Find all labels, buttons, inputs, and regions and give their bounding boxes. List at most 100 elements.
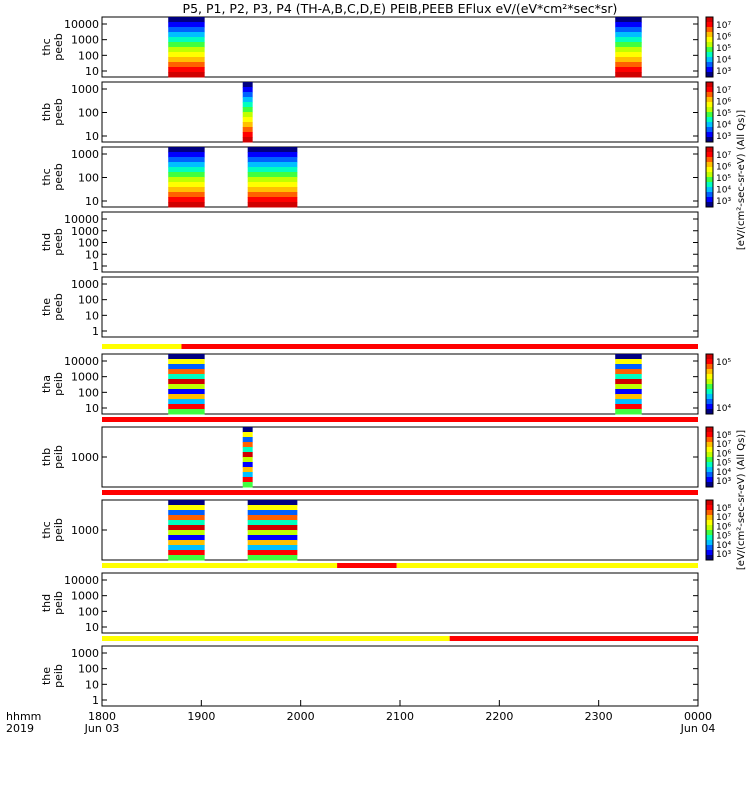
colorbar-cell bbox=[706, 157, 713, 163]
colorbar-tick-label: 10⁴ bbox=[716, 468, 731, 478]
y-tick-label: 100 bbox=[78, 172, 99, 185]
colorbar-cell bbox=[706, 500, 713, 506]
colorbar-frame bbox=[705, 353, 714, 415]
y-tick-label: 100 bbox=[78, 49, 99, 62]
spectrogram-cell bbox=[242, 137, 253, 143]
colorbar-cell bbox=[706, 72, 713, 78]
y-axis-probe-label: thd bbox=[40, 594, 53, 612]
colorbar-cell bbox=[706, 137, 713, 143]
colorbar-tick-label: 10⁶ bbox=[716, 33, 731, 43]
y-axis-species-label: peib bbox=[52, 664, 65, 688]
panel-frame bbox=[101, 211, 699, 273]
colorbar-cell bbox=[706, 457, 713, 463]
colorbar-frame bbox=[705, 16, 714, 78]
colorbar-cell bbox=[706, 437, 713, 443]
x-tick-date-label: Jun 04 bbox=[680, 722, 716, 735]
spectrogram-cell bbox=[242, 447, 253, 453]
spectrogram-cell bbox=[615, 32, 642, 38]
y-tick-label: 10000 bbox=[64, 574, 99, 587]
y-tick-label: 10 bbox=[85, 402, 99, 415]
colorbar-cell bbox=[706, 162, 713, 168]
x-axis-row-label: 2019 bbox=[6, 722, 34, 735]
colorbar-tick-label: 10⁷ bbox=[716, 513, 731, 523]
colorbar-tick-label: 10⁷ bbox=[716, 21, 731, 31]
spectrogram-cell bbox=[615, 404, 642, 410]
colorbar-cell bbox=[706, 197, 713, 203]
y-axis-species-label: peib bbox=[52, 518, 65, 542]
colorbar-cell bbox=[706, 555, 713, 561]
colorbar-cell bbox=[706, 447, 713, 453]
colorbar-cell bbox=[706, 399, 713, 405]
y-tick-label: 1000 bbox=[71, 451, 99, 464]
colorbar-cell bbox=[706, 112, 713, 118]
x-tick-label: 1900 bbox=[187, 710, 215, 723]
spectrogram-cell bbox=[242, 472, 253, 478]
spectrogram-cell bbox=[247, 535, 298, 541]
spectrogram-cell bbox=[242, 467, 253, 473]
spectrogram-cell bbox=[168, 202, 205, 208]
y-tick-label: 1000 bbox=[71, 278, 99, 291]
colorbar-cell bbox=[706, 510, 713, 516]
colorbar-cell bbox=[706, 467, 713, 473]
spectrogram-cell bbox=[168, 379, 205, 385]
colorbar-cell bbox=[706, 520, 713, 526]
colorbar-tick-label: 10³ bbox=[716, 132, 731, 142]
colorbar-tick-label: 10⁶ bbox=[716, 449, 731, 459]
colorbar-cell bbox=[706, 17, 713, 23]
spectrogram-cell bbox=[168, 67, 205, 73]
spectrogram-cell bbox=[168, 550, 205, 556]
spectrogram-cell bbox=[168, 27, 205, 33]
colorbar-cell bbox=[706, 472, 713, 478]
x-tick-label: 1800 bbox=[88, 710, 116, 723]
spectrogram-cell bbox=[242, 102, 253, 108]
status-bar-segment bbox=[102, 490, 698, 495]
spectrogram-cell bbox=[242, 107, 253, 113]
y-tick-label: 100 bbox=[78, 294, 99, 307]
colorbar-cell bbox=[706, 369, 713, 375]
colorbar-cell bbox=[706, 187, 713, 193]
colorbar-cell bbox=[706, 540, 713, 546]
colorbar-cell bbox=[706, 550, 713, 556]
spectrogram-cell bbox=[168, 359, 205, 365]
spectrogram-cell bbox=[247, 147, 298, 153]
panel-frame bbox=[101, 276, 699, 338]
colorbar-label-ions: [eV/(cm²-sec-sr-eV) (All Qs)] bbox=[736, 430, 747, 570]
y-tick-label: 1 bbox=[92, 694, 99, 707]
y-tick-label: 10 bbox=[85, 309, 99, 322]
spectrogram-cell bbox=[168, 394, 205, 400]
colorbar-cell bbox=[706, 117, 713, 123]
colorbar-cell bbox=[706, 202, 713, 208]
colorbar-cell bbox=[706, 147, 713, 153]
spectrogram-cell bbox=[168, 545, 205, 551]
colorbar-tick-label: 10⁵ bbox=[716, 174, 731, 184]
spectrogram-cell bbox=[615, 57, 642, 63]
spectrogram-cell bbox=[615, 399, 642, 405]
spectrogram-cell bbox=[247, 555, 298, 561]
colorbar-tick-label: 10⁷ bbox=[716, 151, 731, 161]
colorbar-tick-label: 10⁶ bbox=[716, 98, 731, 108]
status-bar-segment bbox=[181, 344, 698, 349]
y-tick-label: 100 bbox=[78, 237, 99, 250]
y-axis-species-label: peeb bbox=[52, 228, 65, 256]
colorbar-cell bbox=[706, 167, 713, 173]
spectrogram-cell bbox=[168, 72, 205, 78]
spectrogram-cell bbox=[242, 432, 253, 438]
spectrogram-cell bbox=[247, 197, 298, 203]
spectrogram-cell bbox=[615, 52, 642, 58]
y-axis-probe-label: thb bbox=[40, 448, 53, 466]
spectrogram-cell bbox=[615, 379, 642, 385]
colorbar-cell bbox=[706, 364, 713, 370]
spectrogram-cell bbox=[168, 404, 205, 410]
status-bar-segment bbox=[102, 344, 182, 349]
y-tick-label: 1000 bbox=[71, 225, 99, 238]
colorbar-cell bbox=[706, 182, 713, 188]
spectrogram-cell bbox=[168, 525, 205, 531]
y-axis-species-label: peeb bbox=[52, 293, 65, 321]
y-tick-label: 1 bbox=[92, 325, 99, 338]
spectrogram-cell bbox=[247, 500, 298, 506]
spectrogram-cell bbox=[242, 477, 253, 483]
status-bar-segment bbox=[102, 417, 698, 422]
colorbar-tick-label: 10⁷ bbox=[716, 86, 731, 96]
y-tick-label: 10 bbox=[85, 678, 99, 691]
y-axis-species-label: peib bbox=[52, 372, 65, 396]
